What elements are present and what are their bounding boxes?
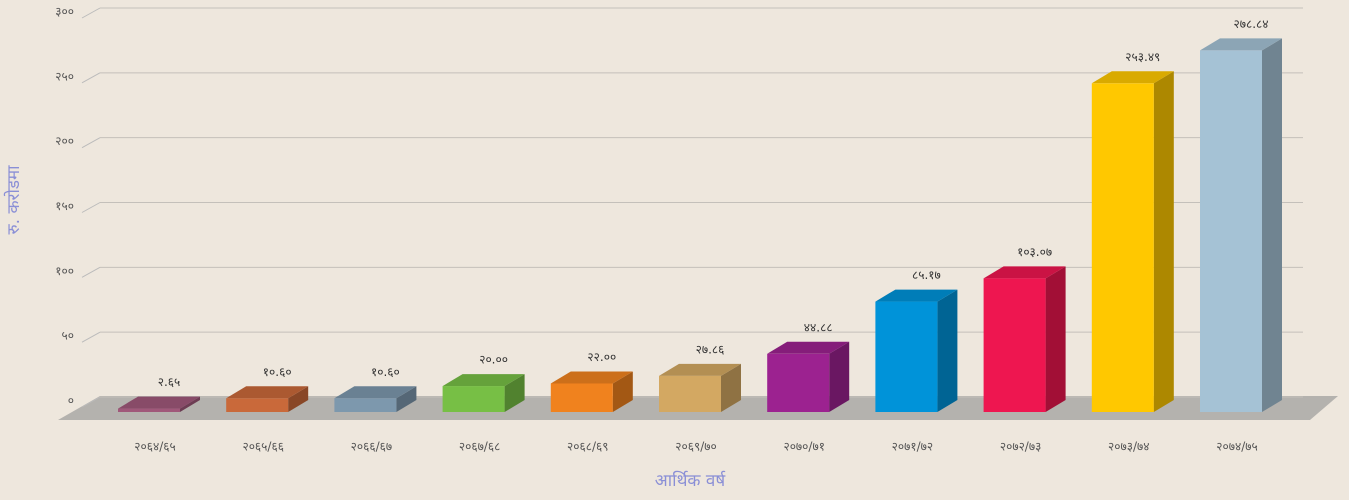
bar-top: [334, 386, 417, 399]
x-tick-label: २०६४/६५: [134, 440, 175, 454]
bar: [550, 383, 613, 412]
bar: [442, 386, 505, 412]
value-label: २२.००: [587, 350, 616, 364]
bar: [767, 353, 830, 412]
value-label: २५३.४९: [1125, 50, 1160, 64]
bar-side: [937, 289, 958, 412]
bar-top: [983, 266, 1066, 279]
y-tick-label: ०: [68, 394, 74, 408]
x-tick-label: २०६८/६९: [567, 440, 608, 454]
y-tick-label: ५०: [62, 329, 74, 343]
grid-line: [81, 331, 101, 343]
bar-top: [1091, 71, 1174, 84]
bar-top: [118, 396, 200, 409]
grid-line: [81, 396, 101, 408]
bar: [226, 398, 289, 412]
value-label: १०३.०७: [1017, 245, 1052, 259]
bar-side: [829, 341, 850, 412]
bar-side: [721, 363, 741, 412]
grid-line: [81, 266, 101, 278]
bar-top: [875, 289, 958, 302]
value-label: १०.६०: [263, 365, 292, 379]
bar-top: [226, 386, 309, 399]
value-label: १०.६०: [371, 365, 400, 379]
x-tick-label: २०७०/७१: [783, 440, 824, 454]
bar-side: [612, 371, 633, 412]
bar: [1200, 50, 1262, 412]
bar: [875, 301, 938, 412]
x-tick-label: २०७३/७४: [1108, 440, 1149, 454]
value-label: ८५.१७: [912, 268, 941, 282]
bar-side: [396, 386, 417, 412]
bar-top: [659, 363, 741, 376]
bar: [1091, 83, 1154, 412]
bar: [659, 375, 721, 412]
value-label: २७.८६: [696, 342, 725, 356]
x-axis-label: आर्थिक वर्ष: [655, 470, 727, 491]
value-label: २.६५: [158, 375, 181, 389]
y-tick-label: २००: [55, 134, 74, 148]
bar: [334, 398, 397, 412]
bar-side: [1153, 71, 1174, 412]
grid-line: [81, 137, 101, 149]
value-label: ४४.८८: [804, 320, 833, 334]
value-label: २०.००: [479, 353, 508, 367]
x-tick-label: २०६९/७०: [675, 440, 716, 454]
bar-top: [550, 371, 633, 384]
value-label: २७८.८४: [1233, 17, 1268, 31]
x-tick-label: २०७४/७५: [1216, 440, 1257, 454]
bar: [118, 408, 180, 412]
grid-line: [81, 202, 101, 213]
bar-side: [1045, 266, 1066, 412]
bar-top: [442, 374, 525, 387]
bar-top: [1200, 38, 1282, 51]
bar-top: [767, 341, 850, 354]
grid-line: [81, 7, 101, 19]
bar-side: [504, 374, 525, 412]
y-tick-label: १००: [55, 264, 74, 278]
x-tick-label: २०६५/६६: [242, 440, 283, 454]
bar-side: [180, 396, 200, 412]
y-tick-label: ३००: [55, 5, 74, 19]
y-axis-label: रु. करोडमा: [3, 165, 24, 235]
y-tick-label: १५०: [55, 199, 74, 213]
y-tick-label: २५०: [55, 69, 74, 83]
x-tick-label: २०६६/६७: [351, 440, 392, 454]
grid-line: [81, 72, 101, 84]
x-tick-label: २०७२/७३: [1000, 440, 1041, 454]
bar-side: [288, 386, 309, 412]
bar: [983, 278, 1046, 412]
bar-side: [1262, 38, 1282, 412]
x-tick-label: २०७१/७२: [892, 440, 933, 454]
x-tick-label: २०६७/६८: [459, 440, 500, 454]
